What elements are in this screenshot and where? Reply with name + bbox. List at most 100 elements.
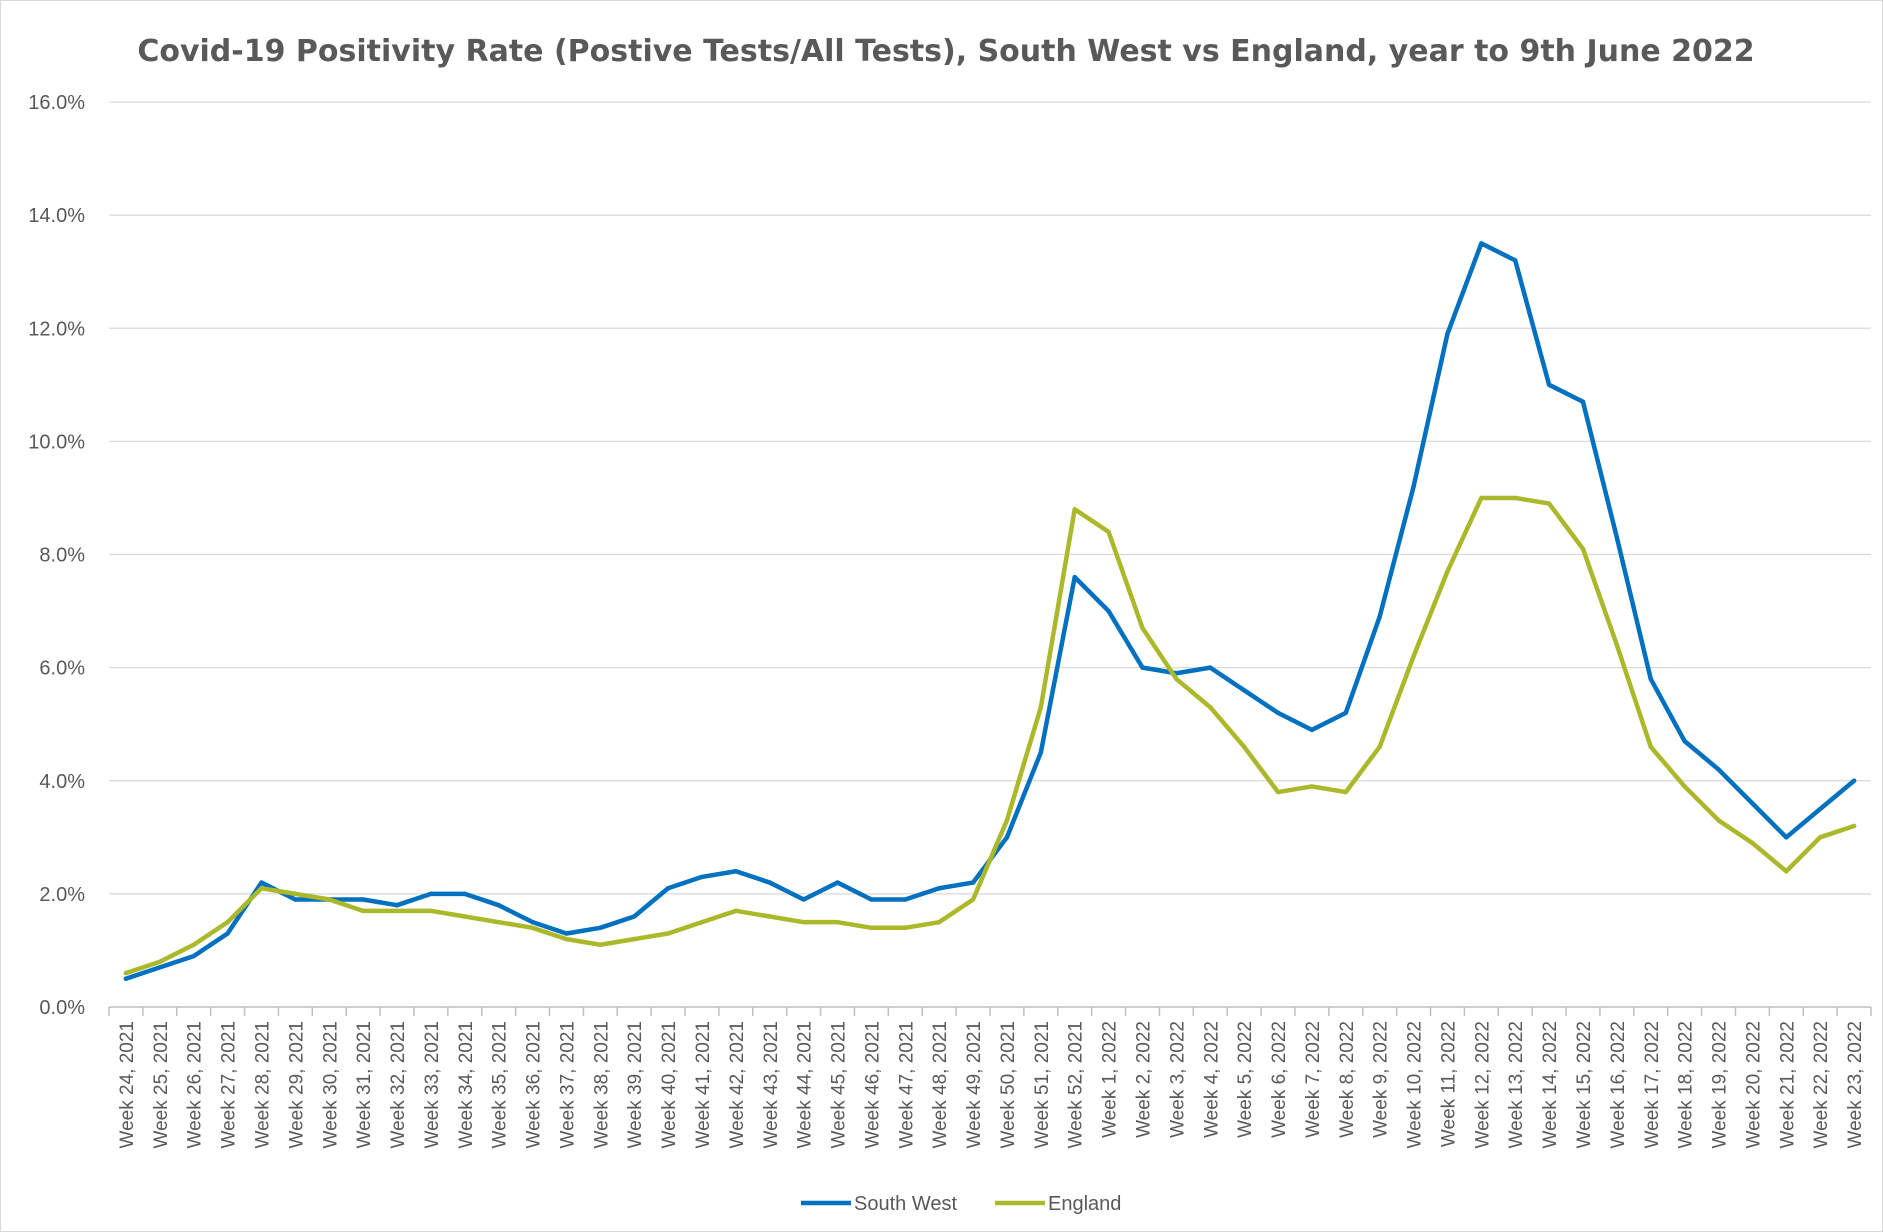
x-tick-label: Week 33, 2021 xyxy=(422,1021,443,1148)
x-tick-label: Week 45, 2021 xyxy=(829,1021,850,1148)
x-tick-label: Week 15, 2022 xyxy=(1574,1021,1595,1148)
x-tick-label: Week 34, 2021 xyxy=(456,1021,477,1148)
data-point-england xyxy=(1072,507,1077,512)
x-tick-label: Week 24, 2021 xyxy=(117,1021,138,1148)
x-tick-label: Week 51, 2021 xyxy=(1032,1021,1053,1148)
data-point-england xyxy=(1445,569,1450,574)
x-tick-label: Week 19, 2022 xyxy=(1710,1021,1731,1148)
data-point-south-west xyxy=(1817,806,1823,812)
series-lines xyxy=(123,241,1857,981)
data-point-south-west xyxy=(157,965,163,970)
x-tick-label: Week 10, 2022 xyxy=(1405,1021,1426,1148)
x-tick-label: Week 47, 2021 xyxy=(896,1021,917,1148)
data-point-south-west xyxy=(293,897,298,902)
data-point-england xyxy=(1614,642,1620,648)
x-tick-label: Week 32, 2021 xyxy=(388,1021,409,1148)
data-point-south-west xyxy=(869,897,874,902)
data-point-south-west xyxy=(394,902,400,908)
x-tick-label: Week 29, 2021 xyxy=(286,1021,307,1148)
data-point-england xyxy=(767,914,772,919)
data-point-south-west xyxy=(1648,676,1653,682)
x-tick-label: Week 9, 2022 xyxy=(1371,1021,1392,1138)
data-point-south-west xyxy=(191,953,196,959)
y-tick-label: 0.0% xyxy=(39,997,85,1019)
x-tick-label: Week 13, 2022 xyxy=(1506,1021,1527,1148)
x-tick-label: Week 28, 2021 xyxy=(252,1021,273,1148)
x-tick-label: Week 26, 2021 xyxy=(185,1021,206,1148)
chart-title: Covid-19 Positivity Rate (Postive Tests/… xyxy=(137,34,1754,69)
data-point-south-west xyxy=(1479,241,1484,246)
data-point-england xyxy=(1716,818,1721,823)
x-tick-label: Week 18, 2022 xyxy=(1676,1021,1697,1148)
data-point-south-west xyxy=(496,902,501,908)
data-point-south-west xyxy=(699,874,705,880)
data-point-england xyxy=(632,936,637,942)
x-tick-label: Week 25, 2021 xyxy=(151,1021,172,1148)
data-point-england xyxy=(1817,835,1823,840)
data-point-south-west xyxy=(1784,835,1789,840)
x-tick-label: Week 37, 2021 xyxy=(557,1021,578,1148)
data-point-england xyxy=(1377,744,1382,750)
data-point-england xyxy=(1241,744,1247,750)
x-tick-label: Week 21, 2022 xyxy=(1777,1021,1798,1148)
data-point-england xyxy=(1682,784,1687,789)
data-point-south-west xyxy=(1750,801,1755,806)
data-point-south-west xyxy=(1038,750,1044,755)
data-point-england xyxy=(259,886,264,891)
y-tick-label: 8.0% xyxy=(39,545,85,567)
x-tick-label: Week 3, 2022 xyxy=(1167,1021,1188,1138)
data-point-england xyxy=(157,959,163,964)
x-tick-label: Week 8, 2022 xyxy=(1337,1021,1358,1138)
x-tick-label: Week 41, 2021 xyxy=(693,1021,714,1148)
x-tick-label: Week 36, 2021 xyxy=(524,1021,545,1148)
x-tick-label: Week 7, 2022 xyxy=(1303,1021,1324,1138)
data-point-england xyxy=(394,908,400,914)
data-point-south-west xyxy=(1241,688,1247,693)
data-point-south-west xyxy=(835,880,840,885)
data-point-south-west xyxy=(428,891,434,897)
data-point-south-west xyxy=(1208,665,1213,670)
data-point-england xyxy=(1275,789,1281,795)
data-point-south-west xyxy=(1614,535,1620,540)
x-tick-label: Week 46, 2021 xyxy=(862,1021,883,1148)
x-tick-label: Week 6, 2022 xyxy=(1269,1021,1290,1138)
data-point-england xyxy=(1479,495,1484,501)
data-point-south-west xyxy=(1445,331,1450,337)
data-point-england xyxy=(1174,676,1179,682)
data-point-england xyxy=(970,897,976,902)
legend-label-england: England xyxy=(1048,1193,1121,1215)
data-point-south-west xyxy=(1546,382,1552,388)
data-point-south-west xyxy=(733,869,739,874)
data-point-england xyxy=(564,936,569,942)
data-point-south-west xyxy=(970,880,976,885)
data-point-south-west xyxy=(1851,778,1857,783)
x-tick-label: Week 30, 2021 xyxy=(320,1021,341,1148)
data-point-england xyxy=(1038,705,1044,710)
x-axis xyxy=(108,1006,1872,1016)
y-tick-label: 6.0% xyxy=(39,658,85,680)
x-tick-label: Week 16, 2022 xyxy=(1608,1021,1629,1148)
data-point-england xyxy=(327,897,332,902)
x-tick-label: Week 43, 2021 xyxy=(761,1021,782,1148)
data-point-england xyxy=(733,908,739,914)
data-point-south-west xyxy=(1377,614,1382,619)
data-point-south-west xyxy=(1716,767,1721,772)
x-tick-label: Week 17, 2022 xyxy=(1642,1021,1663,1148)
data-point-england xyxy=(293,891,298,897)
data-point-england xyxy=(835,919,840,925)
data-point-england xyxy=(360,908,366,914)
data-point-south-west xyxy=(1580,399,1586,404)
y-axis-ticks: 0.0% 2.0% 4.0% 6.0% 8.0% 10.0% 12.0% 14.0% 16.0% xyxy=(28,92,85,1019)
x-tick-label: Week 11, 2022 xyxy=(1438,1021,1459,1147)
data-point-south-west xyxy=(1140,665,1145,670)
x-tick-label: Week 4, 2022 xyxy=(1201,1021,1222,1138)
data-point-south-west xyxy=(1004,835,1010,840)
data-point-south-west xyxy=(936,886,942,891)
series-line-south-west xyxy=(123,241,1857,981)
data-point-england xyxy=(801,919,806,925)
x-tick-label: Week 50, 2021 xyxy=(998,1021,1019,1148)
data-point-england xyxy=(869,925,874,931)
data-point-england xyxy=(123,970,129,976)
x-tick-label: Week 5, 2022 xyxy=(1235,1021,1256,1138)
